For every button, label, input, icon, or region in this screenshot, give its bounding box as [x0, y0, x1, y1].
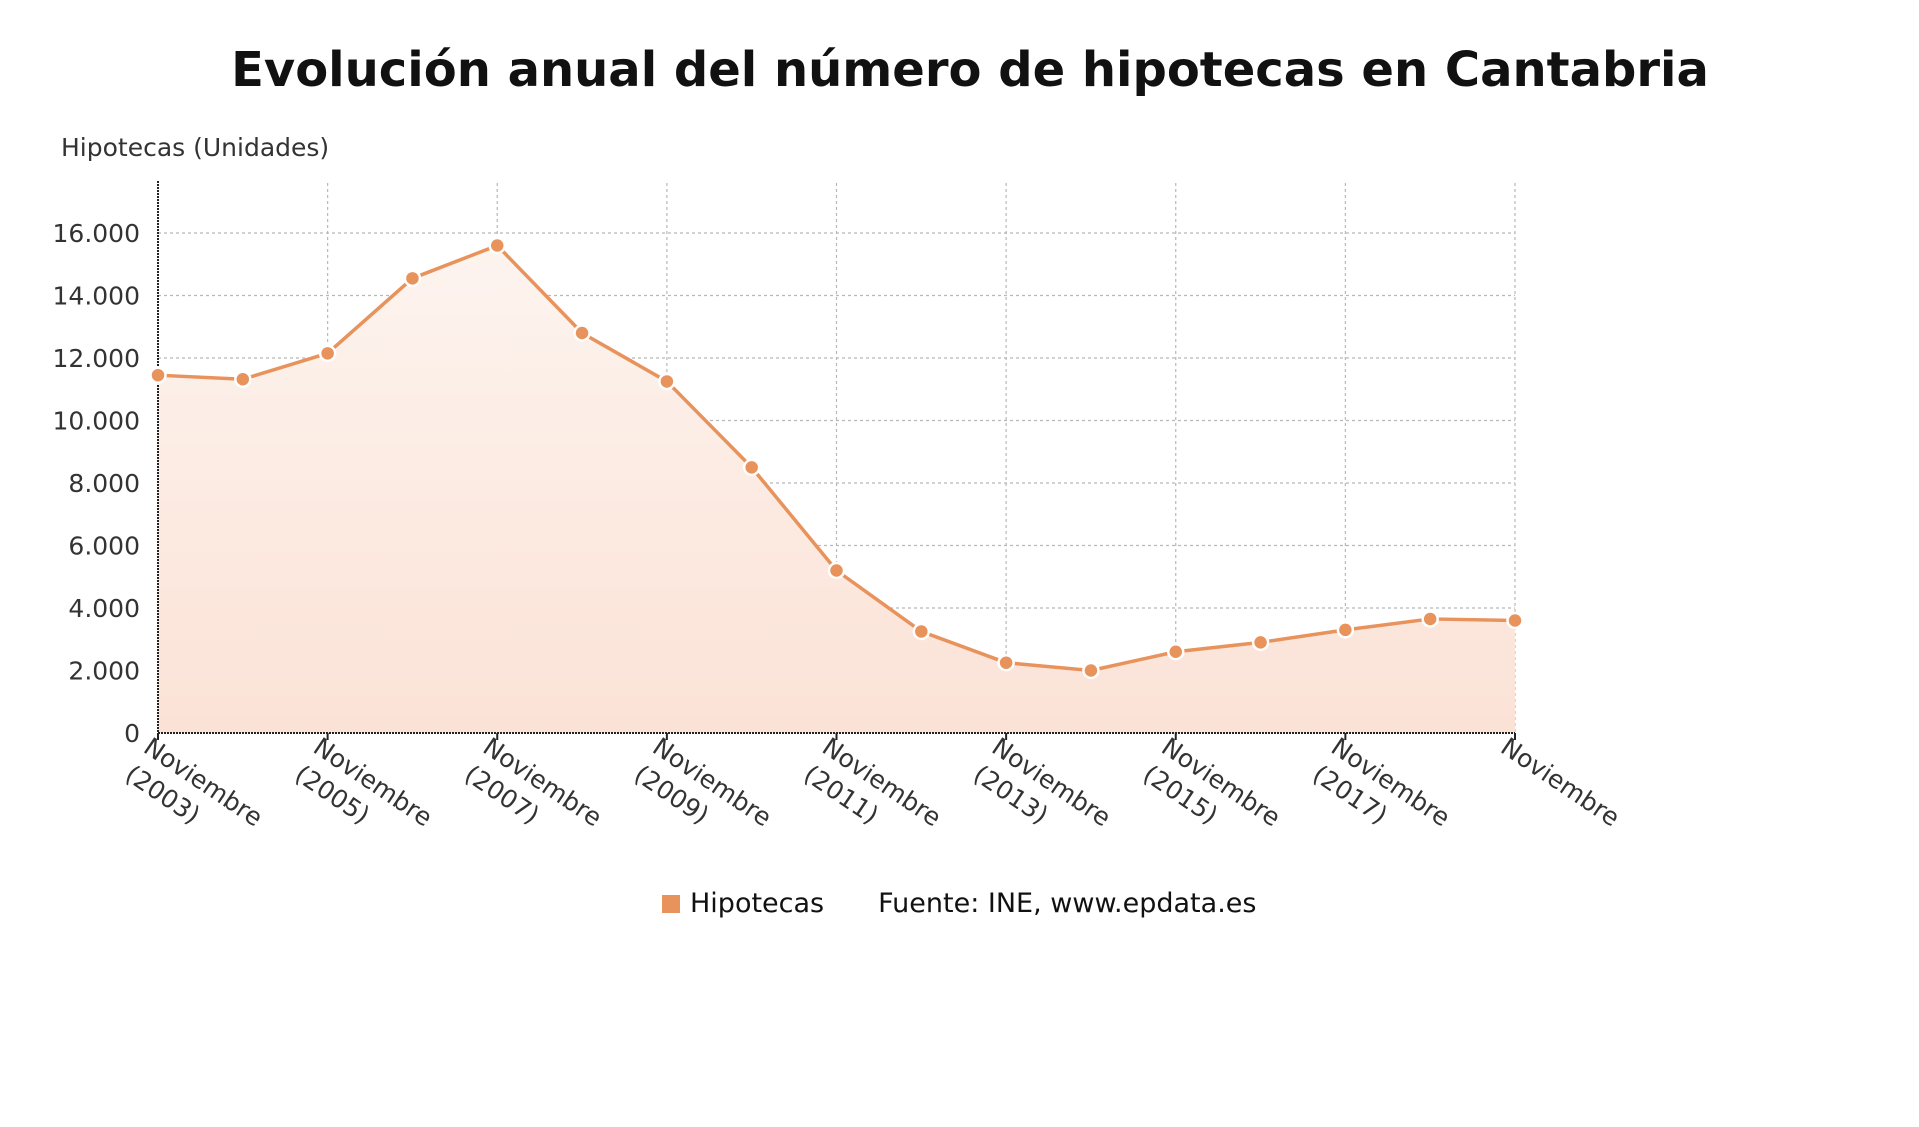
data-point: [1168, 644, 1183, 659]
y-tick-label: 8.000: [68, 469, 140, 498]
data-point: [1423, 611, 1438, 626]
x-tick-label: Noviembre(2009): [629, 732, 777, 860]
data-point: [320, 346, 335, 361]
x-tick-labels: Noviembre(2003) Noviembre(2005) Noviembre(…: [120, 732, 1625, 860]
y-tick-label: 14.000: [53, 282, 140, 311]
x-tick-label: Noviembre(2013): [968, 732, 1116, 860]
y-tick-label: 16.000: [53, 219, 140, 248]
data-point: [151, 368, 166, 383]
y-tick-label: 6.000: [68, 532, 140, 561]
data-point: [1508, 613, 1523, 628]
chart-title: Evolución anual del número de hipotecas …: [0, 42, 1919, 98]
data-point: [235, 372, 250, 387]
legend-swatch: [662, 895, 680, 913]
data-point: [1338, 622, 1353, 637]
data-point: [405, 271, 420, 286]
x-tick-label: Noviembre(2015): [1138, 732, 1286, 860]
x-tick-label: Noviembre(2007): [459, 732, 607, 860]
legend-label: Hipotecas: [690, 888, 824, 919]
legend: Hipotecas Fuente: INE, www.epdata.es: [662, 888, 1256, 919]
data-point: [744, 460, 759, 475]
y-tick-labels: 0 2.000 4.000 6.000 8.000 10.000 12.000 14.000 1…: [53, 219, 140, 748]
x-tick-label-month: Noviembre: [1496, 732, 1625, 832]
data-point: [659, 374, 674, 389]
data-point: [999, 655, 1014, 670]
data-point: [575, 326, 590, 341]
y-tick-label: 0: [124, 719, 140, 748]
y-tick-label: 2.000: [68, 657, 140, 686]
data-point: [490, 238, 505, 253]
y-tick-label: 12.000: [53, 344, 140, 373]
data-point: [1253, 635, 1268, 650]
x-tick-label: Noviembre: [1496, 732, 1625, 832]
y-tick-label: 4.000: [68, 594, 140, 623]
x-tick-label: Noviembre(2005): [290, 732, 438, 860]
source-note: Fuente: INE, www.epdata.es: [878, 888, 1256, 919]
y-axis-label: Hipotecas (Unidades): [61, 133, 329, 162]
data-point: [1083, 663, 1098, 678]
data-point: [829, 563, 844, 578]
x-tick-label: Noviembre(2017): [1308, 732, 1456, 860]
x-tick-label: Noviembre(2011): [799, 732, 947, 860]
y-tick-label: 10.000: [53, 407, 140, 436]
data-point: [914, 624, 929, 639]
x-tick-label: Noviembre(2003): [120, 732, 268, 860]
